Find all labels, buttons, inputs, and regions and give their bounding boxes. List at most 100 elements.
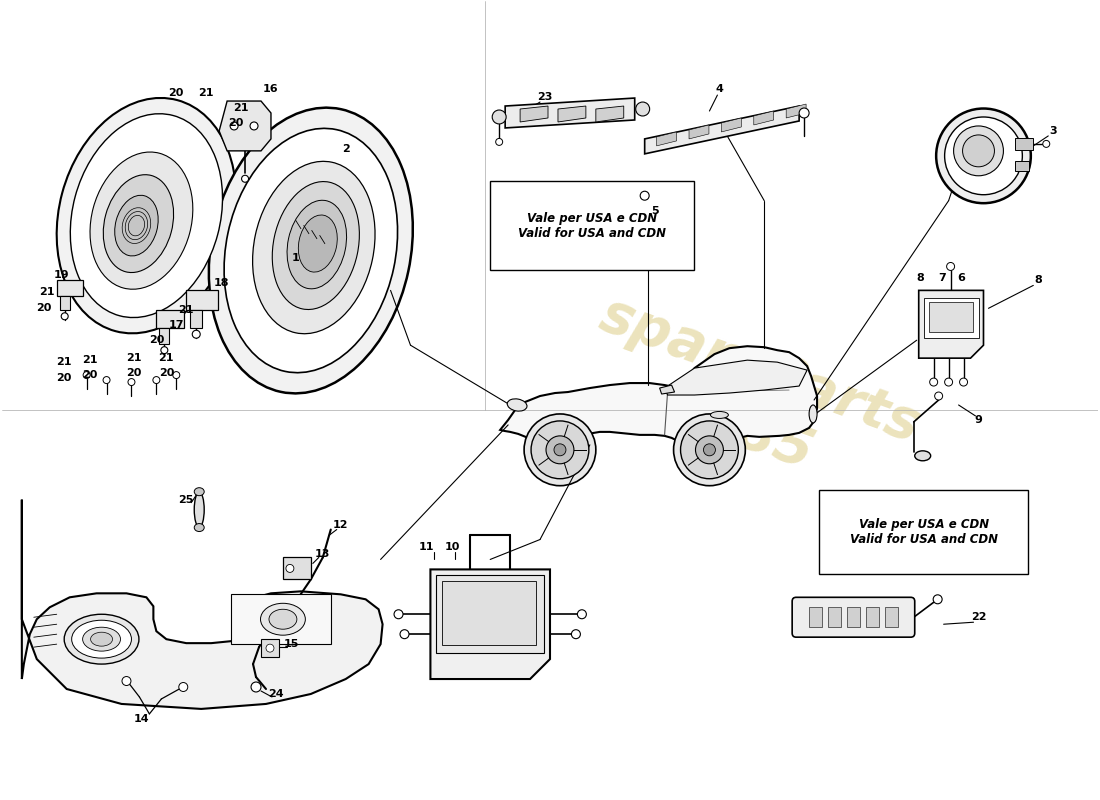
Bar [847, 607, 860, 627]
Ellipse shape [394, 610, 403, 618]
Bar [160, 328, 169, 344]
Text: 3: 3 [1049, 126, 1057, 136]
Bar [866, 607, 879, 627]
Ellipse shape [1043, 141, 1049, 147]
Bar [442, 582, 536, 645]
Text: 21: 21 [198, 88, 213, 98]
Ellipse shape [224, 128, 397, 373]
Ellipse shape [959, 378, 968, 386]
Ellipse shape [230, 122, 238, 130]
Text: 7: 7 [938, 274, 946, 283]
Ellipse shape [253, 162, 375, 334]
Ellipse shape [933, 595, 942, 604]
Polygon shape [664, 360, 807, 395]
Bar [283, 558, 311, 579]
Ellipse shape [286, 565, 294, 572]
Polygon shape [22, 500, 383, 709]
Polygon shape [660, 385, 674, 394]
Ellipse shape [90, 632, 112, 646]
Ellipse shape [962, 135, 994, 167]
Ellipse shape [954, 126, 1003, 176]
Bar [1015, 161, 1030, 170]
Ellipse shape [711, 411, 728, 418]
Text: 6: 6 [958, 274, 966, 283]
Bar [57, 281, 82, 296]
Ellipse shape [103, 377, 110, 383]
Ellipse shape [82, 627, 121, 651]
Ellipse shape [72, 620, 132, 658]
Polygon shape [645, 106, 799, 154]
Bar [156, 310, 185, 328]
Ellipse shape [84, 371, 90, 378]
Ellipse shape [935, 392, 943, 400]
Ellipse shape [578, 610, 586, 618]
Ellipse shape [122, 677, 131, 686]
Ellipse shape [287, 200, 346, 289]
Ellipse shape [298, 215, 338, 272]
Ellipse shape [524, 414, 596, 486]
Text: 21: 21 [125, 353, 141, 363]
Ellipse shape [128, 378, 135, 386]
Ellipse shape [114, 195, 158, 256]
Text: 21: 21 [81, 355, 98, 365]
Ellipse shape [673, 414, 746, 486]
Text: 17: 17 [168, 320, 184, 330]
Ellipse shape [62, 313, 68, 320]
Text: 20: 20 [81, 370, 97, 380]
Text: 20: 20 [158, 368, 174, 378]
Text: 20: 20 [148, 335, 164, 346]
Ellipse shape [571, 630, 581, 638]
Ellipse shape [496, 138, 503, 146]
Polygon shape [918, 290, 983, 358]
Ellipse shape [192, 330, 200, 338]
Ellipse shape [70, 114, 222, 318]
Ellipse shape [209, 108, 412, 394]
Ellipse shape [636, 102, 650, 116]
Polygon shape [722, 118, 741, 132]
Text: 10: 10 [444, 542, 460, 553]
Ellipse shape [799, 108, 810, 118]
Bar [186, 290, 218, 310]
Text: 14: 14 [133, 714, 150, 724]
Polygon shape [754, 111, 773, 125]
Ellipse shape [270, 610, 297, 630]
Bar [59, 296, 69, 310]
Ellipse shape [400, 630, 409, 638]
Polygon shape [558, 106, 586, 122]
Ellipse shape [103, 174, 174, 273]
Bar [928, 302, 972, 332]
Ellipse shape [936, 109, 1031, 203]
Bar [190, 310, 202, 328]
Text: 15: 15 [283, 639, 298, 649]
Bar [884, 607, 898, 627]
Text: 21: 21 [158, 353, 174, 363]
Ellipse shape [915, 451, 931, 461]
Bar [924, 298, 979, 338]
Text: 23: 23 [537, 92, 552, 102]
Ellipse shape [57, 98, 236, 334]
Ellipse shape [195, 488, 205, 496]
Ellipse shape [251, 682, 261, 692]
Text: 21: 21 [178, 306, 194, 315]
Text: 9: 9 [975, 415, 982, 425]
Ellipse shape [945, 378, 953, 386]
Polygon shape [596, 106, 624, 122]
Ellipse shape [266, 644, 274, 652]
Ellipse shape [250, 122, 258, 130]
Polygon shape [689, 125, 708, 139]
Polygon shape [219, 101, 271, 151]
Text: 22: 22 [971, 612, 987, 622]
Text: 5: 5 [651, 206, 659, 216]
Text: Vale per USA e CDN
Valid for USA and CDN: Vale per USA e CDN Valid for USA and CDN [849, 518, 998, 546]
Polygon shape [786, 104, 806, 118]
Polygon shape [430, 570, 550, 679]
Ellipse shape [153, 377, 159, 383]
Text: 21: 21 [56, 357, 72, 367]
Ellipse shape [195, 492, 205, 527]
Bar [1015, 138, 1033, 150]
Ellipse shape [64, 614, 139, 664]
Text: 20: 20 [168, 88, 184, 98]
Bar [810, 607, 822, 627]
Text: 8: 8 [1034, 275, 1042, 286]
Bar [261, 639, 279, 657]
